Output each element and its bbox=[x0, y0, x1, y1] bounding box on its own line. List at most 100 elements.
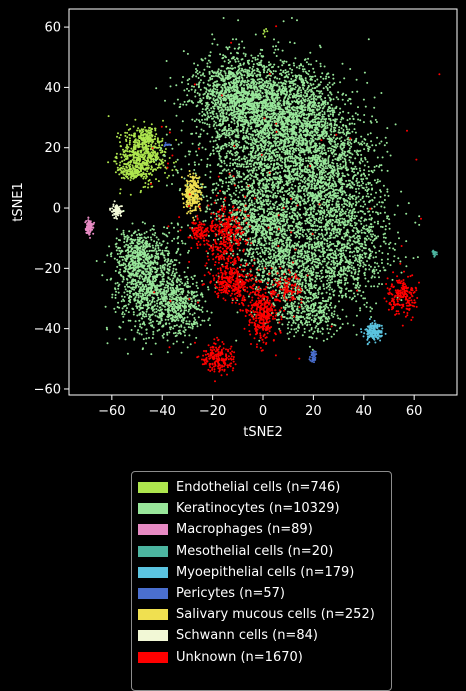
data-point bbox=[169, 76, 172, 79]
data-point bbox=[237, 52, 239, 55]
data-point bbox=[127, 128, 130, 131]
data-point bbox=[119, 161, 122, 164]
data-point bbox=[254, 114, 257, 117]
data-point bbox=[268, 165, 271, 168]
data-point bbox=[256, 116, 259, 119]
data-point bbox=[210, 101, 213, 104]
data-point bbox=[218, 110, 221, 113]
data-point bbox=[260, 150, 263, 153]
data-point bbox=[107, 115, 110, 118]
data-point bbox=[173, 102, 176, 105]
data-point bbox=[303, 58, 306, 61]
data-point bbox=[248, 90, 251, 93]
data-point bbox=[235, 187, 238, 189]
data-point bbox=[296, 193, 299, 196]
data-point bbox=[221, 185, 224, 188]
data-point bbox=[219, 112, 222, 115]
data-point bbox=[252, 145, 255, 148]
data-point bbox=[276, 84, 279, 86]
data-point bbox=[152, 140, 155, 143]
data-point bbox=[211, 89, 214, 91]
data-point bbox=[276, 90, 279, 93]
data-point bbox=[128, 143, 131, 146]
data-point bbox=[218, 172, 221, 175]
data-point bbox=[149, 126, 151, 129]
data-point bbox=[141, 164, 144, 167]
data-point bbox=[301, 97, 304, 100]
data-point bbox=[236, 87, 239, 90]
data-point bbox=[273, 238, 276, 241]
data-point bbox=[345, 194, 348, 197]
data-point bbox=[225, 181, 228, 184]
data-point bbox=[356, 184, 359, 187]
data-point bbox=[242, 150, 245, 153]
data-point bbox=[200, 74, 202, 77]
data-point bbox=[326, 122, 329, 125]
data-point bbox=[226, 86, 229, 88]
data-point bbox=[219, 155, 222, 158]
data-point bbox=[229, 101, 232, 104]
data-point bbox=[310, 105, 313, 108]
data-point bbox=[227, 150, 229, 153]
data-point bbox=[299, 172, 302, 175]
data-point bbox=[279, 121, 282, 124]
series-points bbox=[107, 28, 269, 196]
data-point bbox=[183, 89, 186, 92]
data-point bbox=[283, 139, 286, 142]
data-point bbox=[149, 148, 152, 151]
data-point bbox=[220, 96, 222, 99]
data-point bbox=[221, 180, 224, 183]
data-point bbox=[296, 105, 299, 108]
data-point bbox=[271, 144, 274, 147]
data-point bbox=[261, 120, 264, 123]
data-point bbox=[252, 74, 254, 77]
data-point bbox=[204, 108, 207, 111]
data-point bbox=[239, 109, 242, 112]
data-point bbox=[156, 137, 159, 140]
data-point bbox=[157, 180, 160, 183]
data-point bbox=[141, 134, 144, 137]
data-point bbox=[259, 52, 262, 55]
data-point bbox=[337, 113, 340, 116]
data-point bbox=[139, 169, 142, 172]
data-point bbox=[138, 136, 141, 139]
data-point bbox=[265, 76, 268, 79]
data-point bbox=[279, 195, 282, 198]
data-point bbox=[296, 75, 298, 78]
data-point bbox=[198, 81, 201, 84]
data-point bbox=[320, 120, 322, 123]
data-point bbox=[291, 112, 294, 115]
data-point bbox=[250, 152, 253, 155]
data-point bbox=[203, 186, 206, 189]
data-point bbox=[273, 172, 276, 175]
data-point bbox=[265, 81, 268, 84]
data-point bbox=[284, 86, 287, 88]
data-point bbox=[209, 115, 212, 118]
data-point bbox=[243, 157, 246, 160]
data-point bbox=[330, 93, 333, 96]
data-point bbox=[265, 124, 268, 127]
data-point bbox=[129, 179, 132, 182]
data-point bbox=[321, 147, 324, 150]
data-point bbox=[309, 204, 312, 206]
data-point bbox=[122, 165, 125, 168]
data-point bbox=[237, 132, 240, 134]
data-point bbox=[291, 160, 294, 163]
data-point bbox=[224, 103, 227, 106]
data-point bbox=[295, 147, 298, 150]
data-point bbox=[322, 87, 325, 90]
data-point bbox=[291, 211, 294, 214]
data-point bbox=[249, 122, 252, 125]
data-point bbox=[266, 90, 269, 93]
data-point bbox=[207, 288, 210, 291]
data-point bbox=[240, 165, 243, 168]
data-point bbox=[243, 146, 245, 149]
data-point bbox=[254, 56, 257, 59]
data-point bbox=[119, 141, 121, 144]
data-point bbox=[263, 71, 265, 74]
data-point bbox=[277, 81, 280, 84]
data-point bbox=[188, 99, 191, 102]
data-point bbox=[282, 194, 285, 197]
data-point bbox=[218, 96, 220, 99]
data-point bbox=[274, 154, 277, 157]
